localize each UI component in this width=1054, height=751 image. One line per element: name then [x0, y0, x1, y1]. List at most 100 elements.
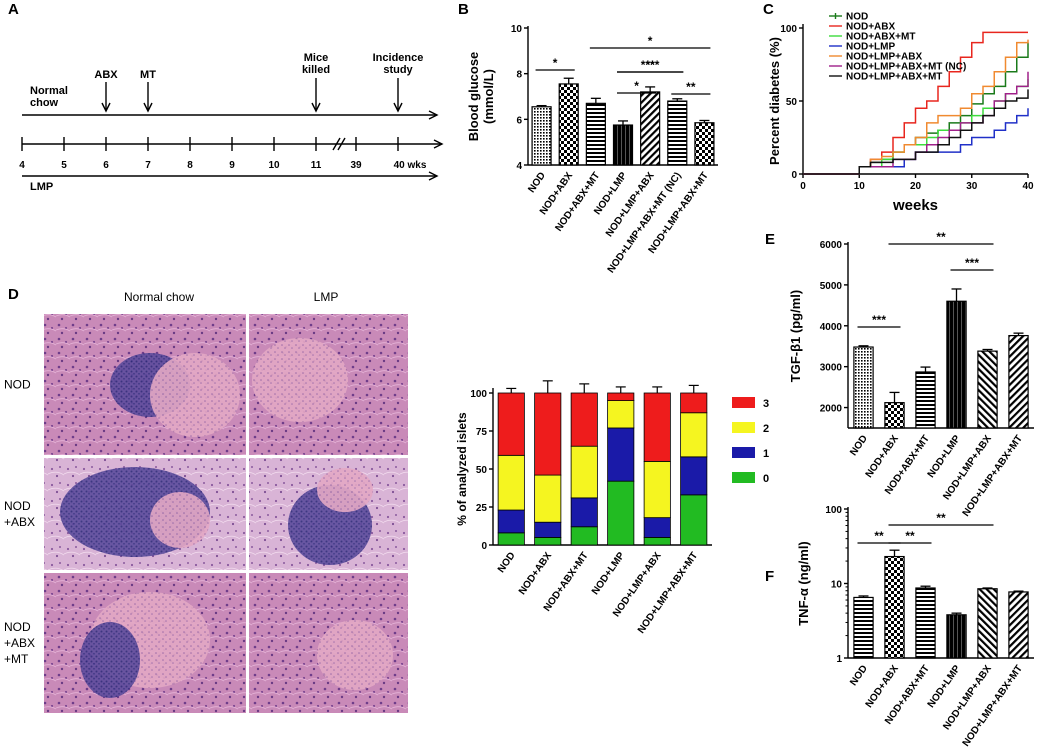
tissue-region [80, 622, 140, 698]
x-category-label: NOD+ABX [517, 550, 554, 597]
histology-column-label: Normal chow [124, 290, 194, 304]
bar-nod-lmp [946, 614, 967, 659]
timeline-tick-label: 10 [268, 160, 280, 171]
bar-nod-abx-mt [915, 587, 936, 659]
stack-segment-score-3 [497, 392, 525, 456]
x-axis-title: weeks [892, 197, 938, 214]
y-tick-label: 3000 [820, 363, 843, 374]
significance-label: * [553, 56, 558, 70]
y-axis-title: TNF-α (ng/ml) [796, 541, 811, 626]
stack-segment-score-0 [643, 537, 671, 546]
legend-swatch-score-3 [732, 397, 755, 408]
x-category-label: NOD+LMP [590, 550, 627, 597]
panel-d-histology: D Normal chow LMP NOD NOD +ABX NOD +ABX +MT [4, 286, 408, 713]
stack-segment-score-2 [534, 474, 562, 523]
y-tick-label: 4 [516, 161, 522, 172]
significance-label: ** [686, 80, 696, 94]
panel-b-letter: B [458, 1, 469, 18]
mt-arrow-head [143, 102, 153, 113]
bar-nod-lmp-abx [977, 350, 998, 429]
stack-segment-score-2 [680, 412, 708, 458]
y-tick-label: 8 [516, 70, 522, 81]
series-line-nod-lmp-abx-mt-nc [803, 71, 1029, 175]
panel-e-letter: E [765, 231, 775, 248]
stack-segment-score-1 [607, 427, 635, 482]
x-category-label: NOD+LMP+ABX+MT [961, 433, 1025, 518]
panel-f-letter: F [765, 568, 774, 585]
main-timeline-arrow-head [433, 139, 444, 149]
histology-row-label: NOD [4, 378, 31, 392]
timeline-tick-label: 5 [61, 160, 67, 171]
y-tick-label: 0 [481, 541, 487, 552]
legend-entry: 1 [763, 448, 769, 460]
panel-d-letter: D [8, 286, 19, 303]
legend-entry: NOD+LMP+ABX [846, 52, 922, 63]
stack-segment-score-0 [497, 532, 525, 546]
y-tick-label: 10 [831, 580, 843, 591]
timeline-tick-label: 9 [229, 160, 235, 171]
bar-nod-abx-mt [585, 102, 606, 166]
y-axis-title: Percent diabetes (%) [767, 37, 782, 165]
y-tick-label: 50 [786, 97, 798, 108]
stack-segment-score-1 [534, 521, 562, 538]
tissue-region [317, 620, 393, 690]
mice-killed-label: killed [302, 64, 330, 76]
series-line-nod-lmp-abx-mt [803, 89, 1029, 175]
y-tick-label: 50 [476, 465, 488, 476]
stack-segment-score-2 [643, 460, 671, 519]
stack-segment-score-0 [680, 494, 708, 546]
abx-label: ABX [94, 69, 118, 81]
y-axis-title: TGF-β1 (pg/ml) [788, 290, 803, 382]
legend-swatch-score-2 [732, 422, 755, 433]
significance-label: ** [874, 529, 884, 543]
y-tick-label: 75 [476, 427, 488, 438]
stack-segment-score-2 [570, 445, 598, 499]
significance-label: ** [645, 58, 655, 72]
histology-row-label: NOD [4, 499, 31, 513]
stack-segment-score-3 [607, 392, 635, 401]
stack-segment-score-1 [643, 517, 671, 538]
bar-nod-lmp-abx-mt [1008, 591, 1029, 659]
x-tick-label: 20 [910, 181, 922, 192]
bar-nod [531, 106, 552, 166]
y-axis-title: (mmol/L) [481, 69, 496, 124]
legend-entry: 0 [763, 473, 769, 485]
stack-segment-score-1 [570, 497, 598, 528]
lmp-timeline-arrow-head [428, 171, 439, 181]
x-category-label: NOD [848, 433, 870, 458]
stack-segment-score-0 [570, 526, 598, 546]
x-tick-label: 30 [966, 181, 978, 192]
stack-segment-score-3 [680, 392, 708, 414]
stack-segment-score-1 [680, 456, 708, 496]
y-axis-title: Blood glucose [466, 52, 481, 142]
series-line-nod-lmp-abx [803, 39, 1029, 175]
histology-row-label: +MT [4, 652, 29, 666]
x-category-label: NOD [526, 170, 548, 195]
timeline-tick-label: 39 [350, 160, 362, 171]
panel-d-insulitis-score-chart: 0 25 50 75 100 % of analyzed islets NOD NOD+ABX… [455, 380, 769, 636]
y-tick-label: 6 [516, 115, 522, 126]
normal-chow-label: chow [30, 97, 59, 109]
legend-entry: NOD+LMP+ABX+MT [846, 72, 942, 83]
tissue-region [150, 353, 240, 437]
histology-row-label: NOD [4, 620, 31, 634]
stack-segment-score-3 [570, 392, 598, 447]
y-tick-label: 100 [470, 389, 487, 400]
bar-nod-abx [884, 555, 905, 659]
mice-killed-arrow-head [311, 102, 321, 113]
y-tick-label: 10 [511, 24, 523, 35]
panel-c-diabetes-incidence: C 0 10 20 30 40 0 50 100 weeks Percent diabetes (%… [763, 1, 1034, 214]
legend-entry: NOD+ABX [846, 22, 896, 33]
legend-entry: 3 [763, 398, 769, 410]
incidence-study-label: study [383, 64, 413, 76]
panel-c-letter: C [763, 1, 774, 18]
tissue-region [150, 492, 210, 548]
bar-nod-lmp-abx [977, 588, 998, 659]
significance-label: *** [872, 313, 886, 327]
legend-entry: 2 [763, 423, 769, 435]
axis-break-mark [332, 137, 341, 151]
timeline-tick-label: 40 wks [394, 160, 427, 171]
